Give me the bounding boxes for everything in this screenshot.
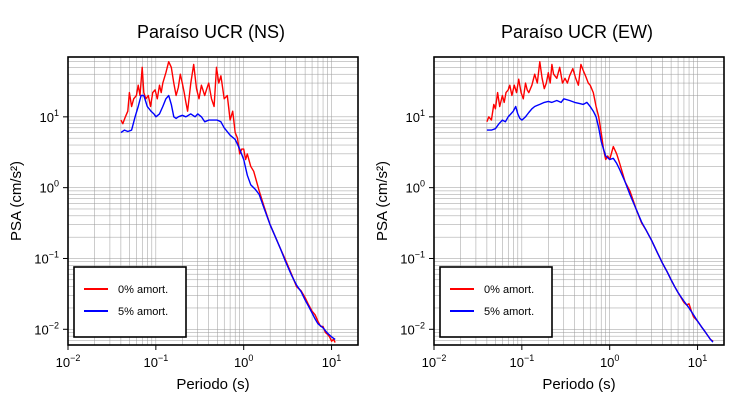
y-tick-label-exponent: −1 <box>415 249 425 259</box>
legend: 0% amort. 5% amort. <box>73 266 187 338</box>
y-tick-label-exponent: −2 <box>49 320 59 330</box>
y-tick-label-exponent: −1 <box>49 249 59 259</box>
chart-title: Paraíso UCR (NS) <box>137 22 285 42</box>
legend-label: 5% amort. <box>484 306 534 318</box>
y-tick-label-base: 10 <box>34 251 48 266</box>
series-line-blue <box>486 98 714 343</box>
x-axis-label: Periodo (s) <box>542 376 615 393</box>
y-tick-label: 101 <box>406 108 425 125</box>
x-tick-label-exponent: −1 <box>158 353 168 363</box>
y-axis-label: PSA (cm/s²) <box>374 161 391 241</box>
plot-frame <box>67 56 359 346</box>
y-tick-label: 100 <box>40 179 59 196</box>
y-axis-label: PSA (cm/s²) <box>8 161 25 241</box>
x-tick-label: 100 <box>600 353 619 370</box>
legend-label: 0% amort. <box>484 284 534 296</box>
y-tick-label: 10−1 <box>34 249 59 266</box>
y-tick-label-base: 10 <box>40 110 54 125</box>
y-tick-label: 10−2 <box>400 320 425 337</box>
legend-label: 5% amort. <box>118 306 168 318</box>
legend-box <box>73 266 187 338</box>
x-tick-label: 10−1 <box>509 353 534 370</box>
x-tick-label-exponent: −2 <box>436 353 446 363</box>
x-tick-label-base: 10 <box>56 355 70 370</box>
x-axis-label: Periodo (s) <box>176 376 249 393</box>
x-tick-label-base: 10 <box>688 355 702 370</box>
legend-label: 0% amort. <box>118 284 168 296</box>
y-tick-label-base: 10 <box>40 181 54 196</box>
y-tick-label-base: 10 <box>400 322 414 337</box>
series-lines <box>486 61 714 343</box>
y-tick-label-exponent: 1 <box>54 108 59 118</box>
y-tick-label: 100 <box>406 179 425 196</box>
x-tick-label: 10−1 <box>143 353 168 370</box>
x-tick-label-base: 10 <box>422 355 436 370</box>
chart-title: Paraíso UCR (EW) <box>501 22 653 42</box>
y-tick-label-base: 10 <box>406 110 420 125</box>
x-tick-label: 10−2 <box>422 353 447 370</box>
x-tick-label-base: 10 <box>143 355 157 370</box>
x-tick-label-exponent: 0 <box>248 353 253 363</box>
x-tick-label-exponent: −2 <box>70 353 80 363</box>
y-tick-label: 10−2 <box>34 320 59 337</box>
x-tick-label-exponent: 1 <box>336 353 341 363</box>
x-tick-label: 101 <box>688 353 707 370</box>
y-tick-label: 10−1 <box>400 249 425 266</box>
y-tick-label-exponent: 0 <box>54 179 59 189</box>
y-tick-label: 101 <box>40 108 59 125</box>
y-tick-label-exponent: 0 <box>420 179 425 189</box>
x-tick-label: 100 <box>234 353 253 370</box>
x-tick-label-exponent: −1 <box>524 353 534 363</box>
series-lines <box>120 61 336 343</box>
plot-frame <box>433 56 725 346</box>
y-tick-label-base: 10 <box>400 251 414 266</box>
x-tick-label-base: 10 <box>600 355 614 370</box>
y-tick-label-exponent: −2 <box>415 320 425 330</box>
legend: 0% amort. 5% amort. <box>439 266 553 338</box>
x-tick-label: 101 <box>322 353 341 370</box>
series-line-blue <box>120 94 336 340</box>
x-tick-label-exponent: 0 <box>614 353 619 363</box>
x-tick-label-base: 10 <box>322 355 336 370</box>
y-tick-label-base: 10 <box>406 181 420 196</box>
legend-box <box>439 266 553 338</box>
x-tick-label: 10−2 <box>56 353 81 370</box>
x-tick-label-base: 10 <box>234 355 248 370</box>
y-tick-label-exponent: 1 <box>420 108 425 118</box>
y-tick-label-base: 10 <box>34 322 48 337</box>
x-tick-label-exponent: 1 <box>702 353 707 363</box>
x-tick-label-base: 10 <box>509 355 523 370</box>
